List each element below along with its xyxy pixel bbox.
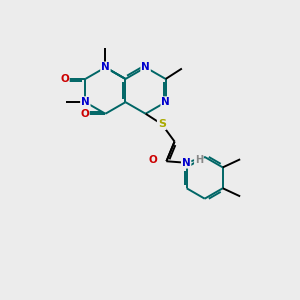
Text: H: H: [195, 155, 203, 165]
Text: N: N: [161, 97, 170, 107]
Text: O: O: [80, 109, 89, 119]
Text: N: N: [141, 62, 150, 72]
Text: O: O: [60, 74, 69, 84]
Text: O: O: [148, 155, 157, 165]
Text: N: N: [101, 62, 110, 72]
Text: N: N: [182, 158, 190, 168]
Text: S: S: [158, 119, 166, 129]
Text: N: N: [81, 97, 90, 107]
